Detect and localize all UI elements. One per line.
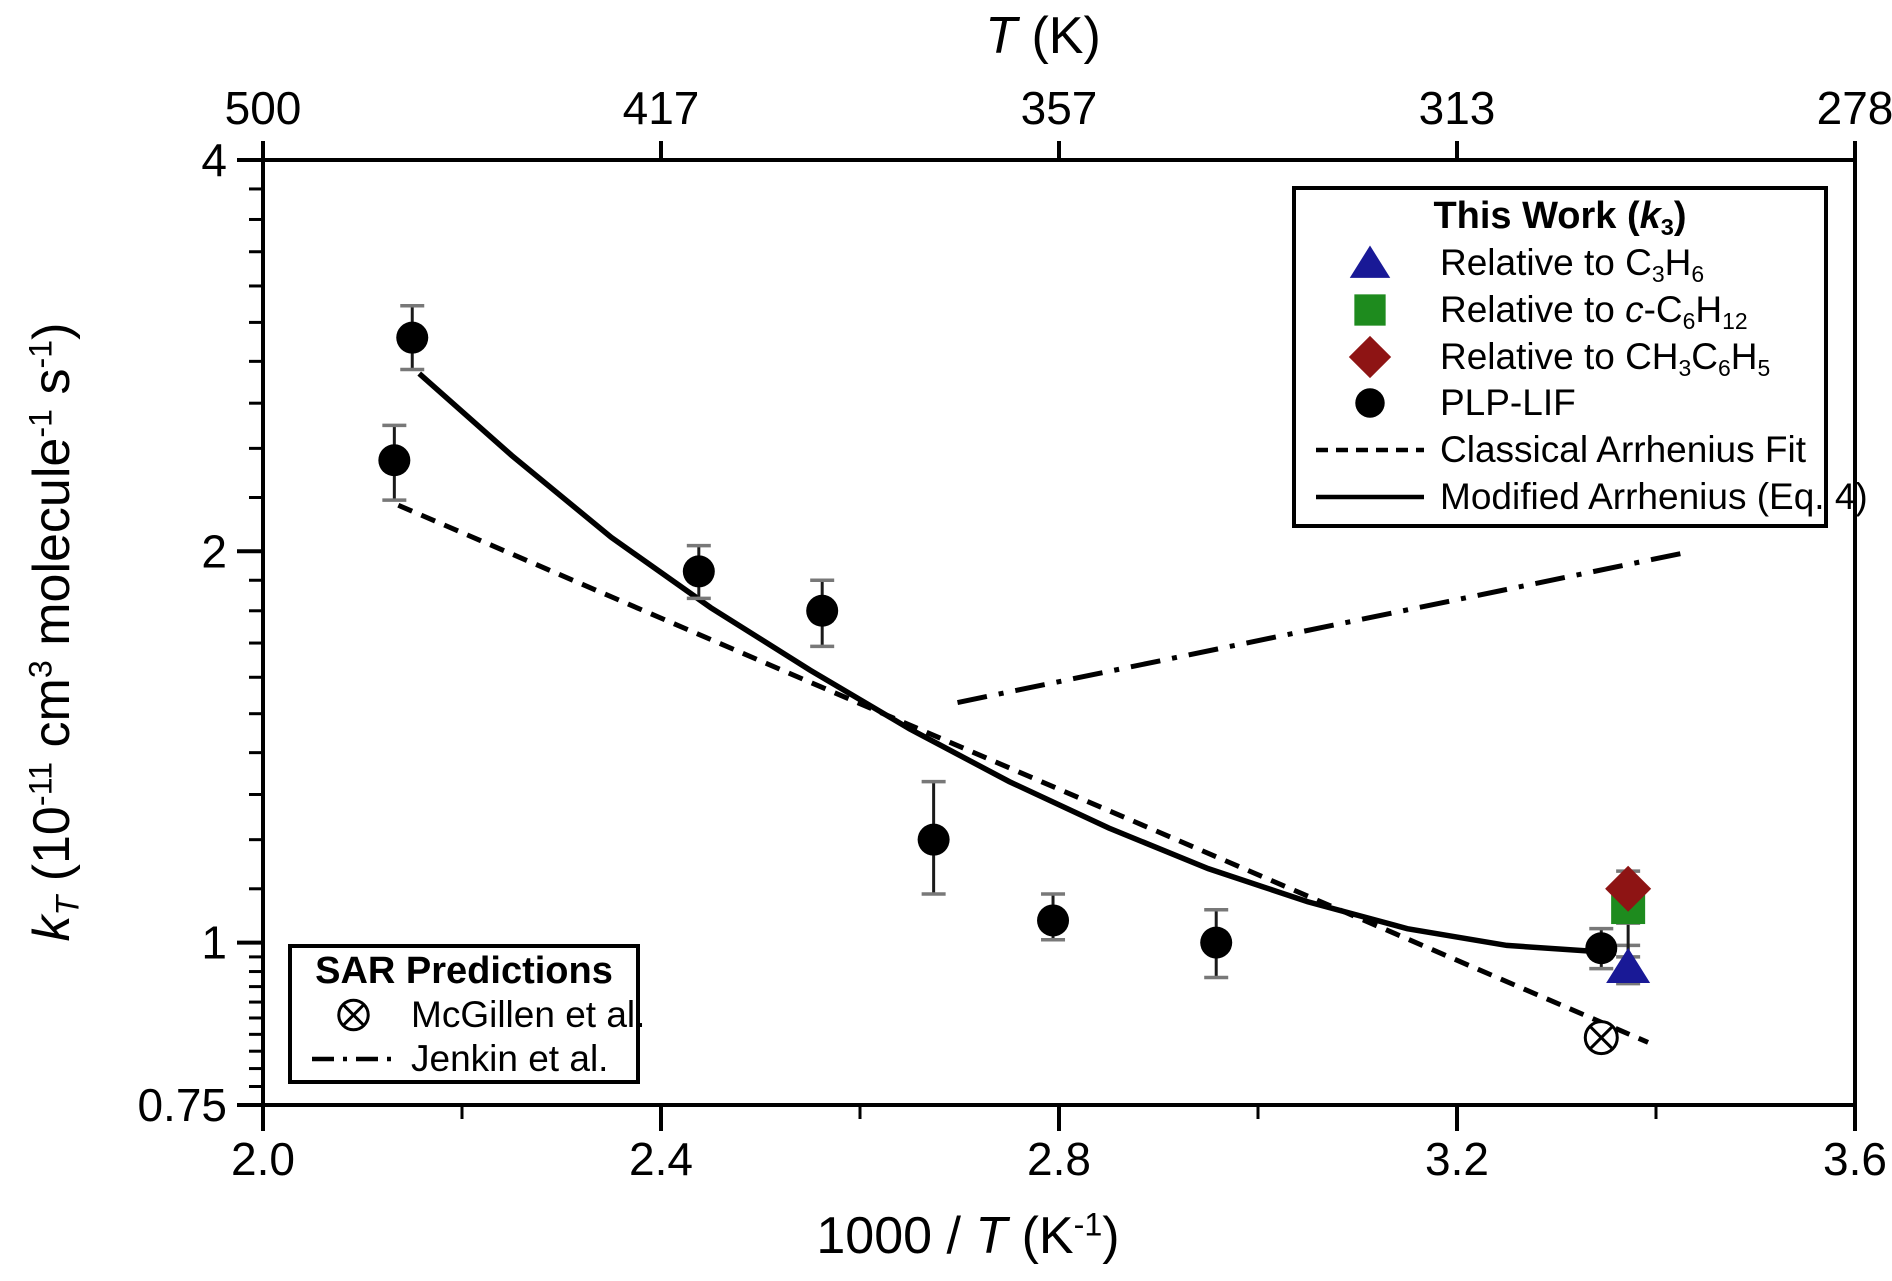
top-axis-title: T (K) [985,7,1101,65]
y-tick-label: 1 [201,917,227,969]
circle-legend-icon [1355,388,1385,419]
plp_lif-point [378,444,411,477]
legend-sar-title: SAR Predictions [315,950,613,992]
top-tick-label: 357 [1021,82,1098,134]
rel_c3h6-point [1606,947,1651,983]
legend-entry: Jenkin et al. [306,1037,622,1081]
circle-x-legend-icon [337,998,370,1032]
legend-entry-label: Relative to C3H6 [1440,241,1705,287]
diamond-legend-icon [1348,335,1392,378]
legend-this-work-title: This Work (k3) [1433,194,1687,240]
legend-entry-label: Jenkin et al. [411,1038,609,1079]
x-tick-label: 2.0 [231,1133,295,1185]
legend-entry: PLP-LIF [1310,381,1810,425]
circle-x-stroke [342,1003,365,1027]
legend-entry: Relative to c-C6H12 [1310,288,1810,332]
triangle-legend-glyph [1349,245,1391,278]
legend-entry: McGillen et al. [306,993,645,1037]
plp_lif-point [917,823,950,856]
plp_lif-point [1037,904,1070,937]
plp_lif-point [806,594,839,627]
modified-line [417,371,1617,956]
legend-entry: Relative to C3H6 [1310,241,1810,285]
legend-entry-label: Classical Arrhenius Fit [1440,429,1807,471]
circle-legend-glyph [1355,388,1385,419]
legend-entry-label: Relative to CH3C6H5 [1440,335,1771,381]
y-tick-label: 0.75 [137,1079,227,1131]
diamond-legend-glyph [1348,335,1392,378]
y-axis-title: kT (10-11 cm3 molecule-1 s-1) [22,322,86,942]
plp_lif-point [1585,932,1618,965]
plp_lif-point [396,321,429,354]
square-icon [1310,288,1430,332]
x-tick-label: 2.4 [629,1133,693,1185]
classical-line [397,502,1650,1045]
legend-entry: Modified Arrhenius (Eq. 4) [1310,475,1868,519]
top-tick-label: 313 [1419,82,1496,134]
dashed-icon [1310,428,1430,472]
plp_lif-point [682,555,715,588]
legend-entry-label: McGillen et al. [411,994,646,1035]
top-tick-label: 417 [623,82,700,134]
dashdot-legend-icon [312,1056,395,1062]
top-tick-label: 500 [225,82,302,134]
rel_ch3c6h5-point [1605,865,1652,912]
x-tick-label: 3.6 [1823,1133,1887,1185]
diamond-icon [1310,335,1430,379]
legend-entry-label: Relative to c-C6H12 [1440,288,1748,334]
plp_lif-point [1200,926,1233,959]
triangle-icon [1310,241,1430,285]
y-tick-label: 4 [201,134,227,186]
square-legend-glyph [1354,293,1386,326]
circle-icon [1310,381,1430,425]
triangle-legend-icon [1349,245,1391,278]
x-axis-title: 1000 / T (K-1) [816,1206,1120,1265]
x-tick-label: 3.2 [1425,1133,1489,1185]
legend-entry-label: Modified Arrhenius (Eq. 4) [1440,476,1868,518]
dashed-legend-icon [1316,448,1424,453]
jenkin-line [957,548,1693,705]
solid-icon [1310,475,1430,519]
circle-x-stroke [1588,1025,1614,1051]
y-tick-label: 2 [201,525,227,577]
x-tick-label: 2.8 [1027,1133,1091,1185]
dashdot-icon [306,1037,401,1081]
legend-entry: Relative to CH3C6H5 [1310,335,1810,379]
top-tick-label: 278 [1817,82,1892,134]
circle-x-icon [306,993,401,1037]
legend-entry: Classical Arrhenius Fit [1310,428,1810,472]
square-legend-icon [1354,293,1386,326]
legend-entry-label: PLP-LIF [1440,382,1576,424]
legend-sar-predictions: SAR Predictions McGillen et al. Jenkin et… [288,944,645,1084]
solid-legend-icon [1316,494,1424,500]
legend-this-work: This Work (k3) Relative to C3H6 Relative … [1292,186,1868,528]
